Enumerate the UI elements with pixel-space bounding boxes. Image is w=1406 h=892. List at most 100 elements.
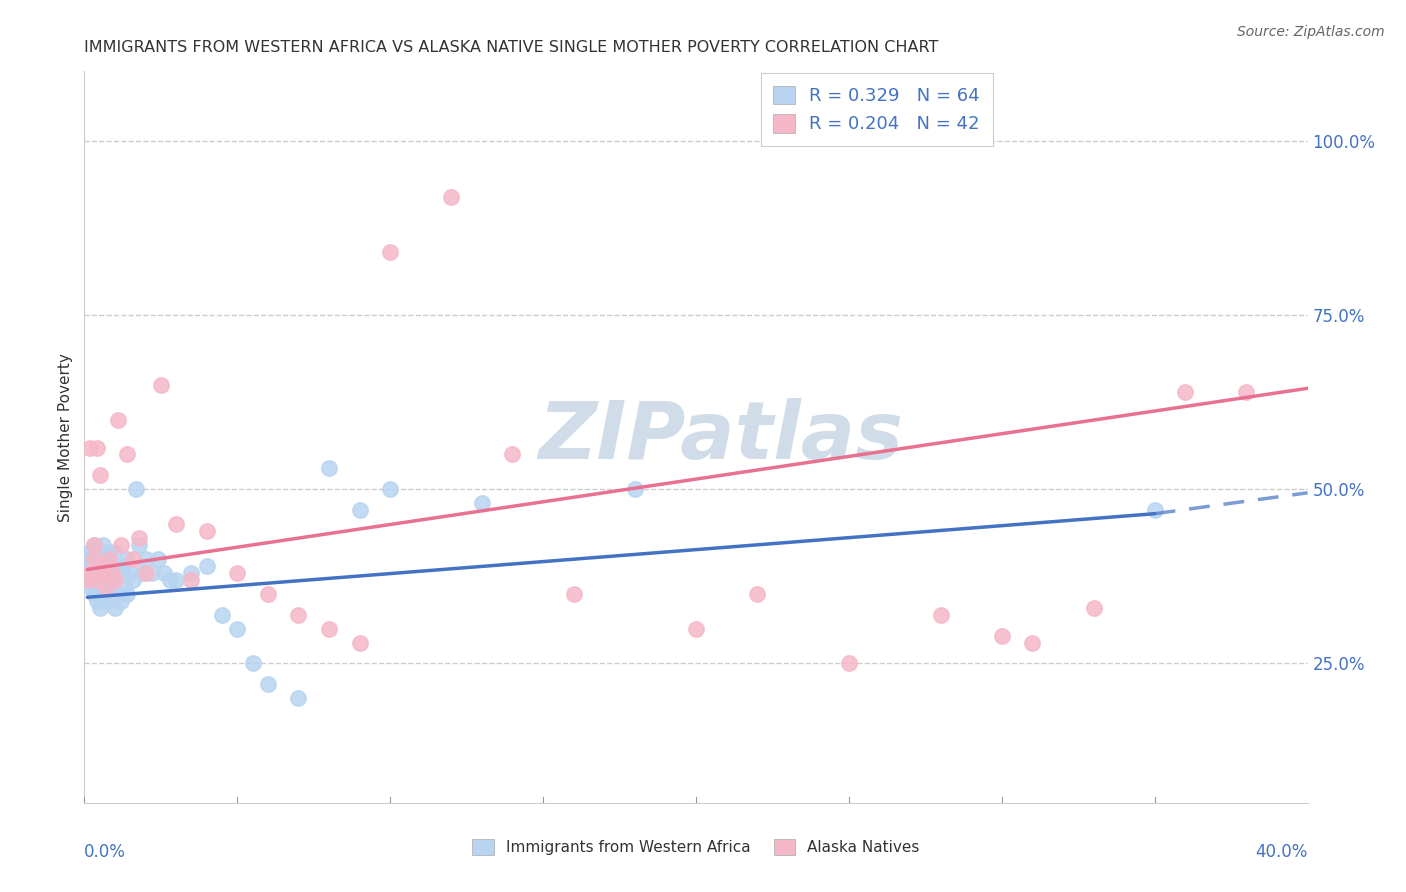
Point bbox=[125, 483, 148, 497]
Point bbox=[110, 594, 132, 608]
Point bbox=[195, 524, 218, 538]
Point bbox=[107, 566, 129, 580]
Point bbox=[104, 600, 127, 615]
Point bbox=[141, 566, 163, 580]
Point bbox=[89, 558, 111, 573]
Point bbox=[94, 580, 117, 594]
Point bbox=[349, 635, 371, 649]
Point bbox=[101, 580, 124, 594]
Point bbox=[287, 607, 309, 622]
Point bbox=[135, 566, 157, 580]
Point bbox=[83, 538, 105, 552]
Y-axis label: Single Mother Poverty: Single Mother Poverty bbox=[58, 352, 73, 522]
Point bbox=[131, 566, 153, 580]
Point bbox=[89, 468, 111, 483]
Text: IMMIGRANTS FROM WESTERN AFRICA VS ALASKA NATIVE SINGLE MOTHER POVERTY CORRELATIO: IMMIGRANTS FROM WESTERN AFRICA VS ALASKA… bbox=[84, 40, 939, 55]
Text: 0.0%: 0.0% bbox=[84, 843, 127, 861]
Point bbox=[685, 622, 707, 636]
Point bbox=[471, 496, 494, 510]
Point bbox=[287, 691, 309, 706]
Point bbox=[149, 377, 172, 392]
Point bbox=[1236, 384, 1258, 399]
Point bbox=[76, 573, 98, 587]
Point bbox=[89, 600, 111, 615]
Point bbox=[104, 573, 127, 587]
Point bbox=[91, 538, 114, 552]
Point bbox=[110, 538, 132, 552]
Point bbox=[107, 587, 129, 601]
Point bbox=[76, 566, 98, 580]
Point bbox=[165, 573, 187, 587]
Point bbox=[318, 461, 340, 475]
Point bbox=[562, 587, 585, 601]
Point bbox=[86, 580, 108, 594]
Point bbox=[380, 483, 402, 497]
Point bbox=[107, 412, 129, 426]
Point bbox=[257, 677, 280, 691]
Point bbox=[146, 552, 169, 566]
Text: Source: ZipAtlas.com: Source: ZipAtlas.com bbox=[1237, 25, 1385, 39]
Point bbox=[257, 587, 280, 601]
Point bbox=[1143, 503, 1166, 517]
Point bbox=[838, 657, 860, 671]
Point bbox=[180, 566, 202, 580]
Point bbox=[91, 573, 114, 587]
Point bbox=[929, 607, 952, 622]
Point bbox=[122, 552, 145, 566]
Point bbox=[97, 552, 120, 566]
Point bbox=[83, 552, 105, 566]
Point bbox=[97, 566, 120, 580]
Point bbox=[747, 587, 769, 601]
Point bbox=[349, 503, 371, 517]
Point bbox=[86, 552, 108, 566]
Point bbox=[83, 587, 105, 601]
Point bbox=[86, 566, 108, 580]
Point bbox=[120, 566, 142, 580]
Point bbox=[115, 448, 138, 462]
Point bbox=[180, 573, 202, 587]
Point bbox=[79, 441, 101, 455]
Point bbox=[79, 558, 101, 573]
Legend: Immigrants from Western Africa, Alaska Natives: Immigrants from Western Africa, Alaska N… bbox=[467, 833, 925, 861]
Point bbox=[135, 552, 157, 566]
Point bbox=[97, 587, 120, 601]
Point bbox=[1174, 384, 1197, 399]
Point bbox=[91, 587, 114, 601]
Point bbox=[165, 517, 187, 532]
Text: ZIPatlas: ZIPatlas bbox=[538, 398, 903, 476]
Point bbox=[115, 587, 138, 601]
Point bbox=[86, 573, 108, 587]
Point bbox=[112, 558, 135, 573]
Point bbox=[318, 622, 340, 636]
Point bbox=[89, 580, 111, 594]
Point bbox=[76, 573, 98, 587]
Point bbox=[115, 552, 138, 566]
Point bbox=[101, 558, 124, 573]
Point bbox=[104, 545, 127, 559]
Point bbox=[195, 558, 218, 573]
Point bbox=[211, 607, 233, 622]
Point bbox=[242, 657, 264, 671]
Point bbox=[89, 558, 111, 573]
Point bbox=[79, 580, 101, 594]
Point bbox=[97, 545, 120, 559]
Point bbox=[104, 573, 127, 587]
Point bbox=[79, 566, 101, 580]
Point bbox=[153, 566, 176, 580]
Point bbox=[94, 580, 117, 594]
Point bbox=[122, 573, 145, 587]
Point bbox=[83, 573, 105, 587]
Point bbox=[380, 245, 402, 260]
Point bbox=[83, 558, 105, 573]
Point bbox=[128, 538, 150, 552]
Point bbox=[94, 594, 117, 608]
Point bbox=[440, 190, 463, 204]
Point bbox=[1083, 600, 1105, 615]
Point bbox=[79, 566, 101, 580]
Point bbox=[91, 566, 114, 580]
Point bbox=[101, 566, 124, 580]
Point bbox=[991, 629, 1014, 643]
Point bbox=[1021, 635, 1043, 649]
Point bbox=[226, 622, 249, 636]
Text: 40.0%: 40.0% bbox=[1256, 843, 1308, 861]
